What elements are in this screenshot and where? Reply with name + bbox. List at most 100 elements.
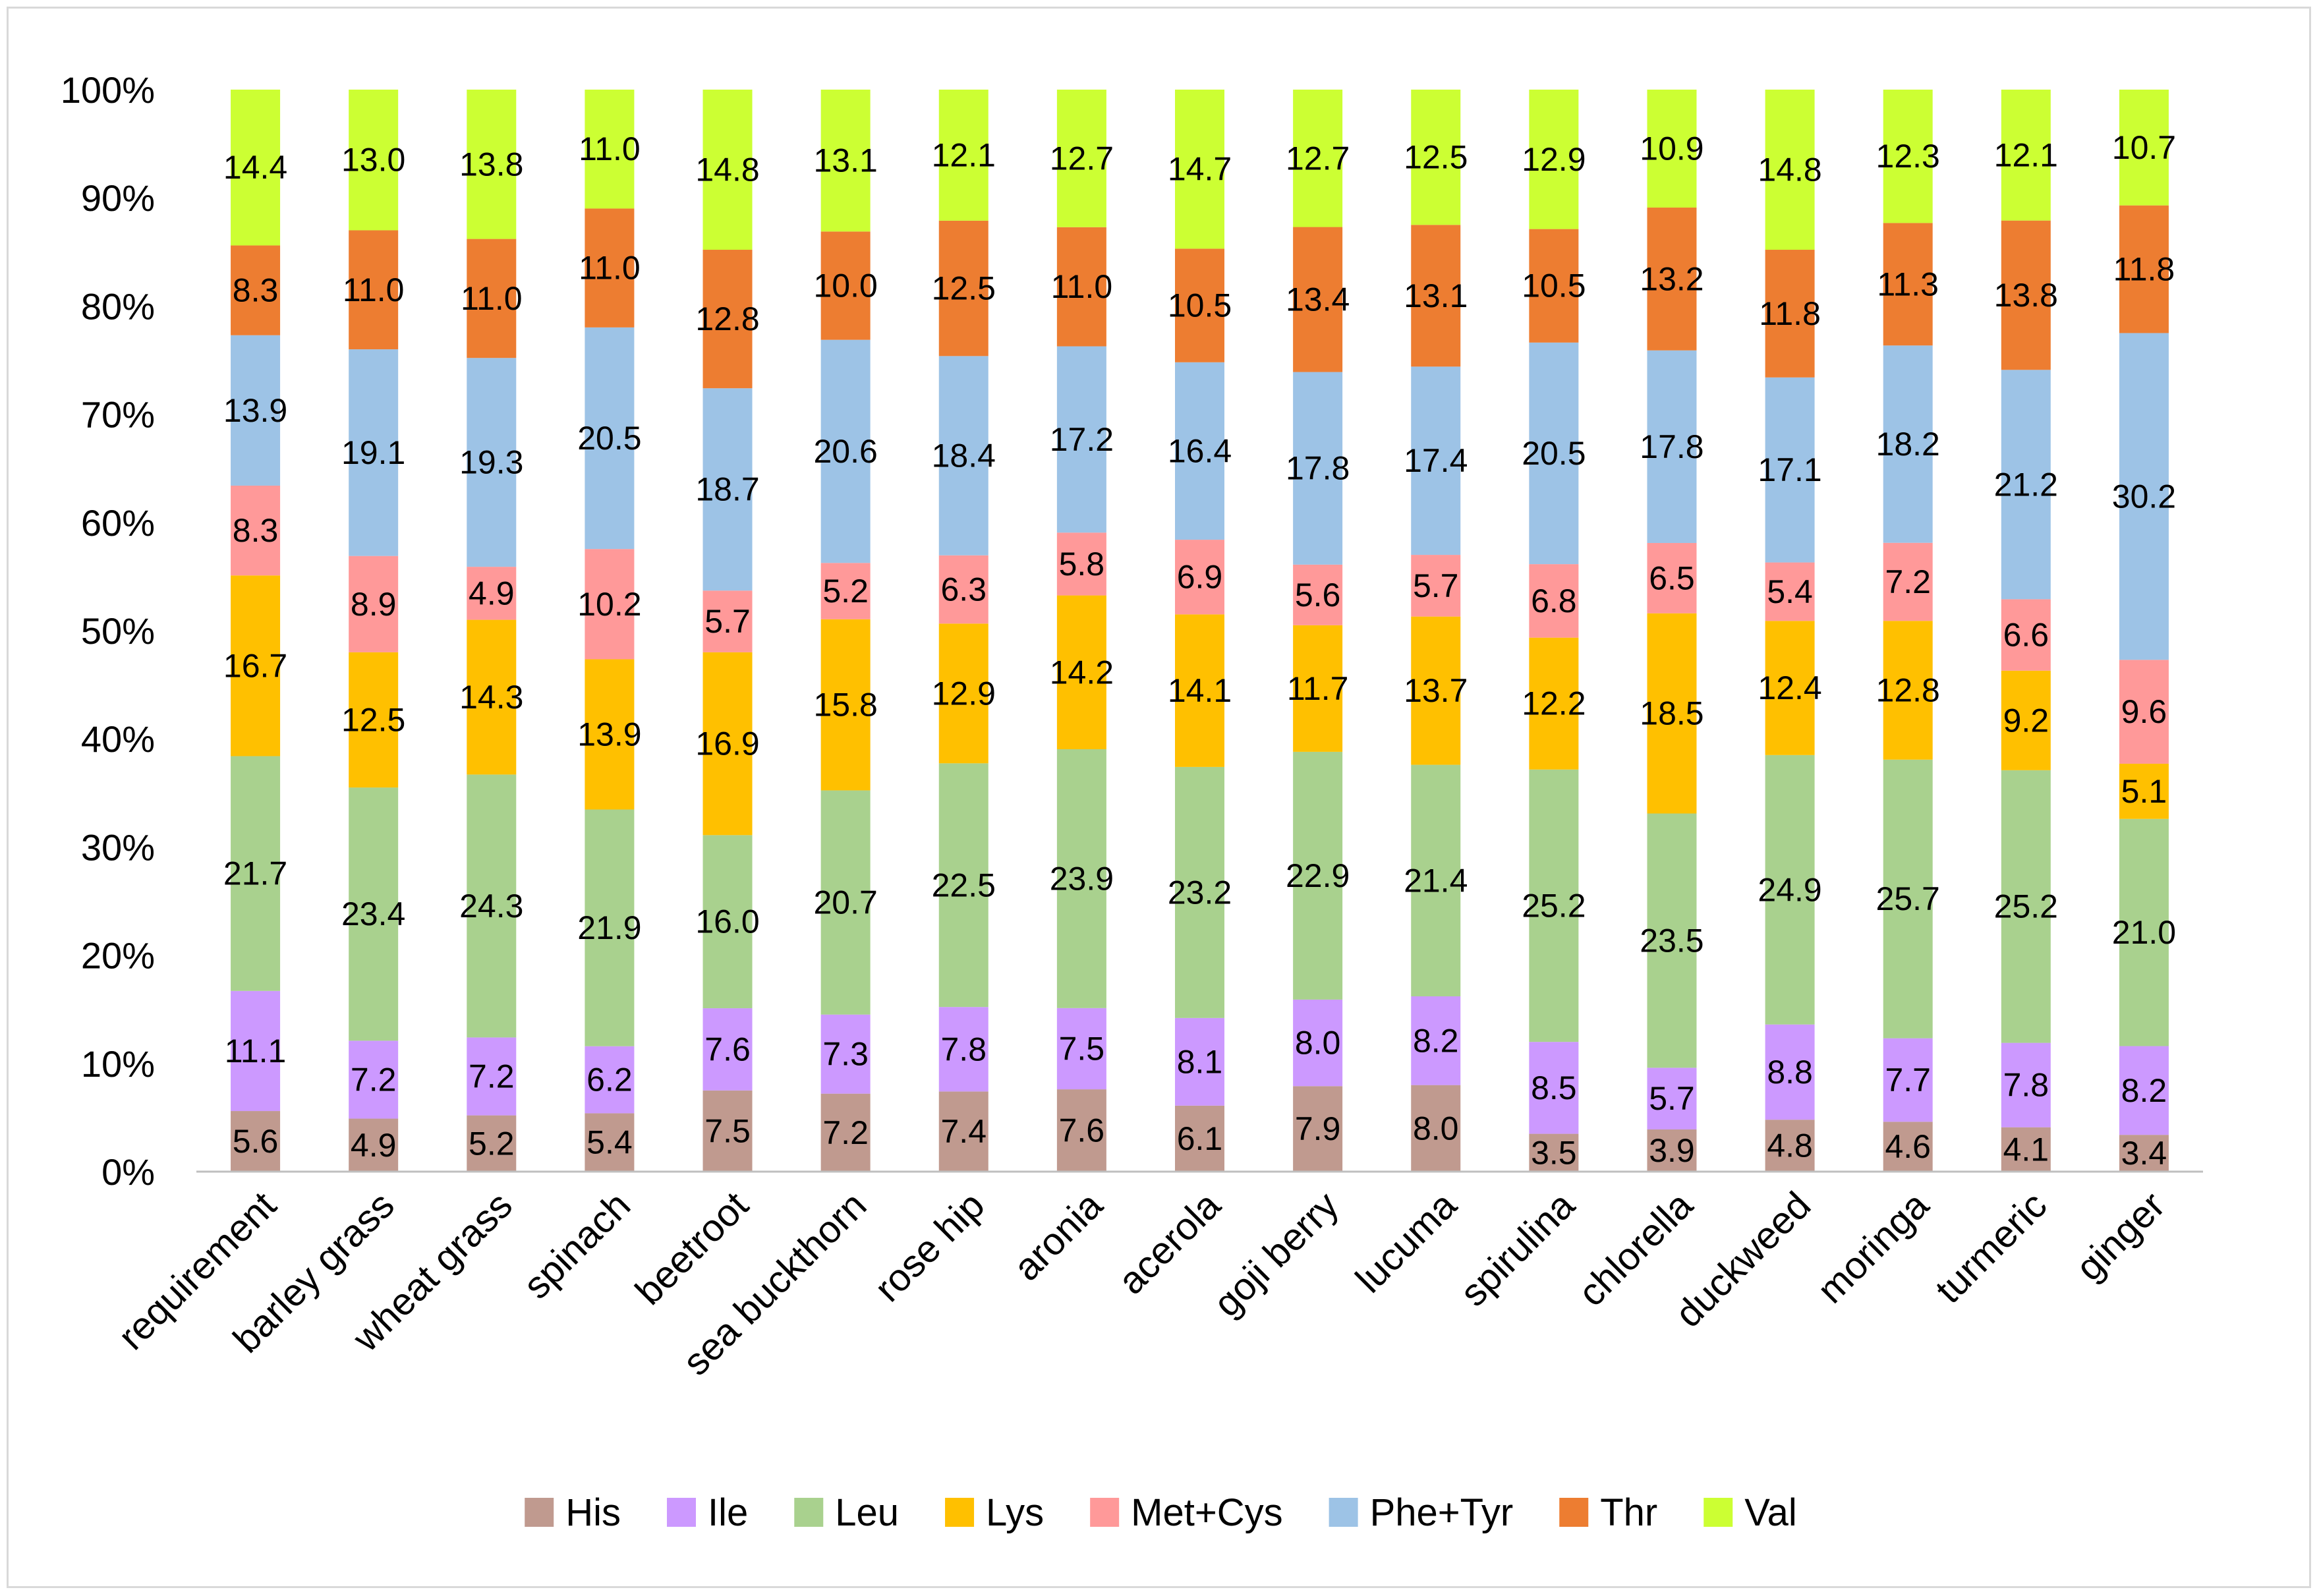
data-label: 22.9 xyxy=(1286,857,1350,894)
bar-segment-ile-9 xyxy=(1175,1017,1224,1106)
bar-segment-ile-4 xyxy=(585,1046,635,1114)
bar-segment-val-16 xyxy=(2001,90,2051,221)
data-label: 13.8 xyxy=(1994,277,2058,314)
legend-item-phe-tyr: Phe+Tyr xyxy=(1329,1491,1514,1534)
bar-segment-phe-tyr-7 xyxy=(938,356,988,556)
data-label: 13.7 xyxy=(1404,672,1468,709)
data-label: 17.8 xyxy=(1286,450,1350,487)
data-label: 17.1 xyxy=(1758,451,1821,488)
legend-item-thr: Thr xyxy=(1559,1491,1657,1534)
legend-swatch xyxy=(1090,1498,1120,1527)
data-label: 4.9 xyxy=(469,575,515,612)
data-label: 7.8 xyxy=(941,1031,987,1068)
bar-segment-leu-5 xyxy=(702,835,753,1009)
data-label: 10.5 xyxy=(1168,287,1232,324)
y-tick-label: 60% xyxy=(81,502,155,544)
bar-segment-met-cys-13 xyxy=(1647,542,1697,613)
data-label: 9.6 xyxy=(2121,693,2167,730)
bar-segment-val-11 xyxy=(1411,90,1461,225)
bar-segment-thr-15 xyxy=(1883,223,1933,346)
data-label: 6.2 xyxy=(587,1062,633,1098)
bar-segment-leu-15 xyxy=(1883,759,1933,1039)
bar-segment-phe-tyr-11 xyxy=(1411,366,1461,556)
data-label: 6.5 xyxy=(1649,559,1695,596)
data-label: 11.8 xyxy=(2113,251,2175,288)
category-label: turmeric xyxy=(1927,1183,2055,1311)
data-label: 5.4 xyxy=(587,1124,633,1161)
data-label: 12.7 xyxy=(1050,140,1114,177)
bar-segment-phe-tyr-12 xyxy=(1529,342,1579,565)
bar-segment-ile-17 xyxy=(2119,1046,2169,1135)
legend-label: Phe+Tyr xyxy=(1370,1491,1514,1534)
data-label: 4.8 xyxy=(1767,1127,1813,1164)
data-label: 6.6 xyxy=(2003,617,2049,654)
data-label: 9.2 xyxy=(2003,702,2049,739)
bar-segment-phe-tyr-10 xyxy=(1293,372,1343,565)
y-tick-label: 70% xyxy=(81,394,155,436)
data-label: 10.7 xyxy=(2112,129,2176,166)
data-label: 7.2 xyxy=(1885,563,1931,600)
bar-segment-his-5 xyxy=(702,1090,753,1172)
data-label: 14.2 xyxy=(1050,654,1114,691)
category-label: acerola xyxy=(1110,1183,1229,1303)
bar-segment-thr-9 xyxy=(1175,248,1224,362)
data-label: 12.4 xyxy=(1758,670,1821,706)
data-label: 13.0 xyxy=(341,142,405,179)
y-tick-label: 100% xyxy=(61,69,155,111)
bar-segment-leu-12 xyxy=(1529,769,1579,1042)
data-label: 14.7 xyxy=(1168,151,1232,188)
bar-segment-phe-tyr-1 xyxy=(231,335,281,486)
y-tick-label: 40% xyxy=(81,718,155,760)
data-label: 11.8 xyxy=(1759,295,1821,332)
bar-segment-his-6 xyxy=(820,1093,871,1172)
data-label: 6.1 xyxy=(1177,1120,1223,1157)
data-label: 25.2 xyxy=(1522,887,1586,924)
bars-layer xyxy=(231,90,2169,1172)
legend-item-met-cys: Met+Cys xyxy=(1090,1491,1283,1534)
data-label: 3.4 xyxy=(2121,1135,2167,1172)
bar-segment-lys-1 xyxy=(231,575,281,756)
data-label: 20.5 xyxy=(577,420,641,457)
data-label: 8.1 xyxy=(1177,1043,1223,1080)
bar-segment-thr-5 xyxy=(702,250,753,389)
bar-segment-ile-8 xyxy=(1056,1008,1106,1090)
data-label: 11.0 xyxy=(579,250,641,287)
data-label: 8.3 xyxy=(233,272,279,309)
bar-segment-val-17 xyxy=(2119,90,2169,206)
bar-segment-his-3 xyxy=(467,1115,517,1172)
data-label: 11.0 xyxy=(579,130,641,167)
y-tick-label: 20% xyxy=(81,935,155,977)
stacked-bar-chart: 5.6 11.1 21.7 16.7 8.3 13.9 8.3 14.4 4.9 7.2 23.4 1… xyxy=(61,69,2203,1534)
bar-segment-phe-tyr-16 xyxy=(2001,370,2051,600)
bar-segment-ile-12 xyxy=(1529,1042,1579,1134)
bar-segment-leu-4 xyxy=(585,809,635,1046)
bar-segment-leu-13 xyxy=(1647,813,1697,1068)
bar-segment-lys-15 xyxy=(1883,621,1933,760)
bar-segment-phe-tyr-5 xyxy=(702,388,753,591)
data-label: 6.8 xyxy=(1531,583,1577,619)
bar-segment-ile-10 xyxy=(1293,999,1343,1087)
bar-segment-his-1 xyxy=(231,1111,281,1172)
y-tick-label: 0% xyxy=(101,1151,155,1193)
bar-segment-val-12 xyxy=(1529,90,1579,229)
data-label: 11.0 xyxy=(343,271,405,308)
data-label: 16.4 xyxy=(1168,432,1232,469)
bar-segment-ile-3 xyxy=(467,1037,517,1116)
data-label: 12.5 xyxy=(1404,139,1468,176)
y-tick-label: 50% xyxy=(81,610,155,652)
category-label: lucuma xyxy=(1348,1183,1466,1301)
bar-segment-met-cys-15 xyxy=(1883,542,1933,621)
bar-segment-met-cys-7 xyxy=(938,555,988,624)
data-label: 30.2 xyxy=(2112,478,2176,515)
bar-segment-thr-16 xyxy=(2001,220,2051,370)
chart-frame: 5.6 11.1 21.7 16.7 8.3 13.9 8.3 14.4 4.9 7.2 23.4 1… xyxy=(7,7,2311,1588)
data-label: 19.3 xyxy=(459,444,523,481)
data-label: 16.0 xyxy=(695,903,759,940)
y-tick-label: 30% xyxy=(81,826,155,868)
bar-segment-lys-12 xyxy=(1529,637,1579,770)
bar-segment-his-8 xyxy=(1056,1089,1106,1172)
data-label: 5.7 xyxy=(1649,1080,1695,1117)
data-label: 12.1 xyxy=(1994,136,2058,173)
bar-segment-met-cys-12 xyxy=(1529,564,1579,638)
bar-segment-leu-9 xyxy=(1175,766,1224,1018)
